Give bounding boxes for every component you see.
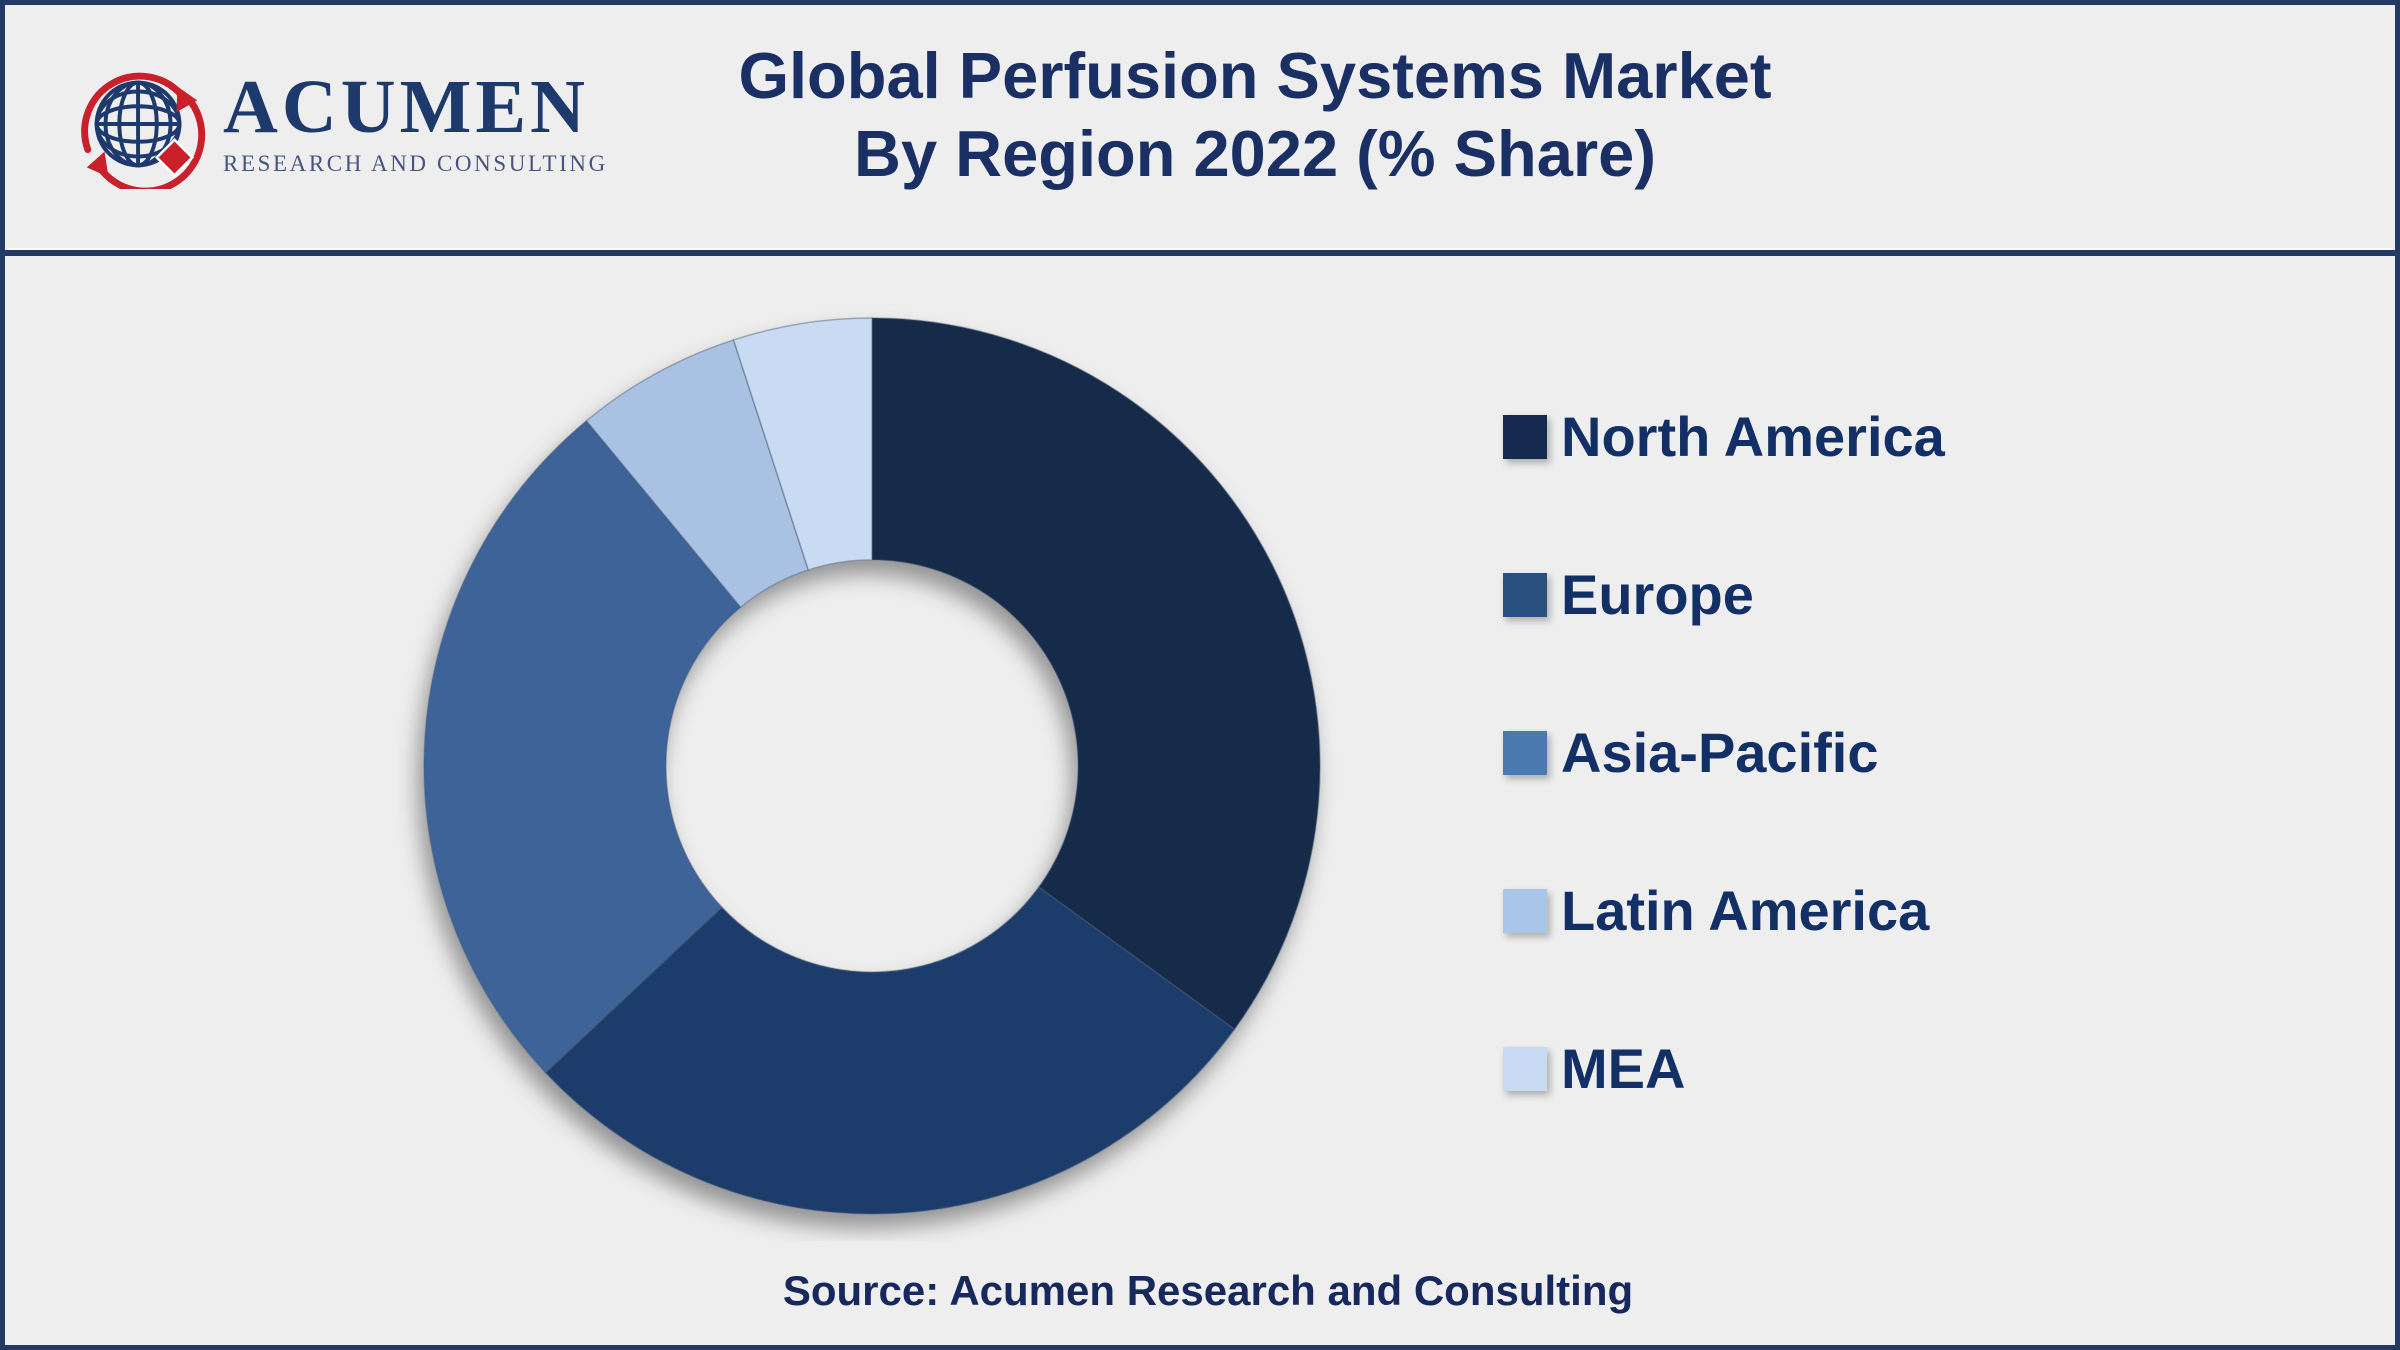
legend-item-asia-pacific: Asia-Pacific	[1503, 725, 1945, 781]
legend-label: Asia-Pacific	[1561, 721, 1879, 784]
globe-icon	[81, 72, 206, 189]
donut-chart	[423, 317, 1321, 1215]
donut-slice-mea	[732, 317, 873, 571]
chart-title: Global Perfusion Systems Market By Regio…	[60, 37, 2400, 193]
legend-swatch	[1503, 889, 1547, 933]
arrow-head-left	[86, 151, 109, 178]
logo-wordmark: ACUMEN	[223, 65, 589, 149]
legend-label: Europe	[1561, 563, 1754, 626]
header-divider	[5, 248, 2395, 256]
legend-swatch	[1503, 415, 1547, 459]
donut-slice-asia-pacific	[423, 419, 742, 1074]
source-note: Source: Acumen Research and Consulting	[782, 1267, 1634, 1314]
legend-swatch	[1503, 731, 1547, 775]
legend-item-mea: MEA	[1503, 1041, 1945, 1097]
legend-item-north-america: North America	[1503, 409, 1945, 465]
title-line-2: By Region 2022 (% Share)	[854, 117, 1656, 190]
legend-item-latin-america: Latin America	[1503, 883, 1945, 939]
diamond-mark	[155, 138, 194, 177]
donut-slice-north-america	[871, 317, 1321, 1031]
legend-item-europe: Europe	[1503, 567, 1945, 623]
legend-label: North America	[1561, 405, 1945, 468]
chart-legend: North America Europe Asia-Pacific Latin Ame…	[1503, 409, 1945, 1199]
legend-label: MEA	[1561, 1037, 1686, 1100]
title-line-1: Global Perfusion Systems Market	[738, 39, 1772, 112]
legend-label: Latin America	[1561, 879, 1930, 942]
logo-text: ACUMEN RESEARCH AND CONSULTING	[223, 69, 608, 177]
acumen-logo: ACUMEN RESEARCH AND CONSULTING	[75, 57, 608, 189]
logo-tagline: RESEARCH AND CONSULTING	[223, 151, 608, 176]
donut-slice-europe	[544, 886, 1236, 1215]
header: ACUMEN RESEARCH AND CONSULTING Global Pe…	[5, 5, 2395, 243]
legend-swatch	[1503, 1047, 1547, 1091]
legend-swatch	[1503, 573, 1547, 617]
arrow-head-right	[176, 86, 198, 113]
